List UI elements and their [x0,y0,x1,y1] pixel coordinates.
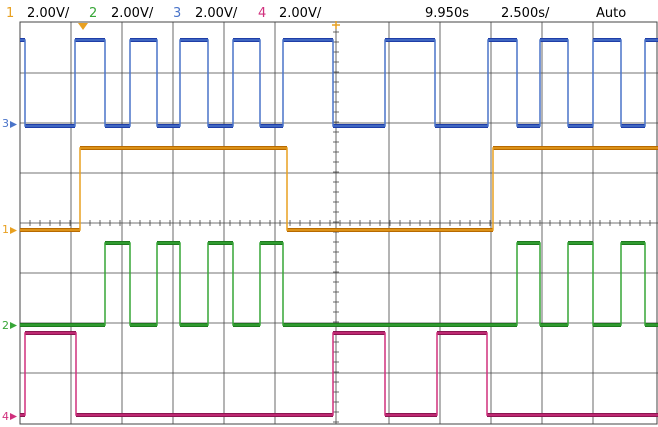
time-scale[interactable]: 2.500s/ [501,6,550,21]
ch2-marker-label: 2 [2,319,9,332]
ch2-waveform [20,242,658,326]
ch3-number[interactable]: 3 [173,6,181,21]
ch4-ground-marker[interactable]: 4 [2,410,17,423]
ch3-ground-marker[interactable]: 3 [2,117,17,130]
trigger-mode[interactable]: Auto [596,6,626,21]
ch1-number[interactable]: 1 [6,6,14,21]
ch4-waveform [20,332,658,416]
time-reference-marker[interactable] [332,21,340,29]
status-header: 1 2.00V/ 2 2.00V/ 3 2.00V/ 4 2.00V/ 9.95… [6,6,626,21]
ch3-waveform [20,39,658,127]
ch1-trace [20,146,658,232]
ch3-trace [20,38,658,128]
traces [20,38,658,417]
ch4-number[interactable]: 4 [258,6,266,21]
graticule [19,21,658,425]
ch2-scale[interactable]: 2.00V/ [111,6,154,21]
ch1-waveform [20,147,658,231]
ch3-marker-label: 3 [2,117,9,130]
ch1-scale[interactable]: 2.00V/ [27,6,70,21]
time-offset[interactable]: 9.950s [425,6,469,21]
ch4-marker-label: 4 [2,410,9,423]
ch2-trace [20,241,658,327]
ch4-trace [20,331,658,417]
ch1-marker-label: 1 [2,223,9,236]
ch2-ground-marker[interactable]: 2 [2,319,17,332]
ch4-scale[interactable]: 2.00V/ [279,6,322,21]
ch1-ground-marker[interactable]: 1 [2,223,17,236]
ch3-scale[interactable]: 2.00V/ [195,6,238,21]
ch2-number[interactable]: 2 [89,6,97,21]
trigger-position-marker[interactable] [78,23,88,30]
